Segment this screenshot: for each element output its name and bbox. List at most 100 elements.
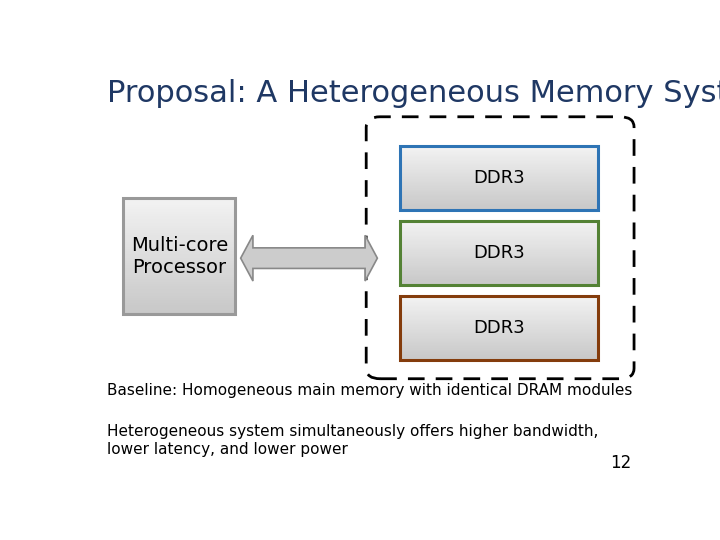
- Bar: [400, 176, 598, 177]
- Bar: [400, 163, 598, 164]
- Bar: [400, 261, 598, 262]
- Bar: [124, 252, 235, 254]
- Bar: [124, 254, 235, 256]
- Bar: [400, 186, 598, 187]
- Bar: [400, 174, 598, 176]
- Bar: [400, 278, 598, 279]
- Bar: [400, 257, 598, 258]
- Bar: [400, 316, 598, 318]
- Bar: [124, 202, 235, 205]
- Bar: [124, 217, 235, 219]
- Bar: [124, 256, 235, 259]
- Bar: [400, 303, 598, 305]
- Bar: [400, 276, 598, 278]
- Bar: [124, 302, 235, 305]
- Bar: [124, 309, 235, 312]
- Bar: [400, 190, 598, 191]
- Bar: [124, 221, 235, 224]
- Bar: [400, 232, 598, 234]
- Bar: [400, 310, 598, 311]
- Bar: [400, 333, 598, 334]
- Bar: [400, 177, 598, 178]
- Bar: [400, 249, 598, 251]
- Bar: [400, 274, 598, 275]
- Bar: [400, 171, 598, 172]
- Bar: [124, 284, 235, 286]
- Bar: [400, 300, 598, 301]
- Bar: [124, 235, 235, 238]
- Bar: [400, 355, 598, 356]
- Bar: [400, 308, 598, 310]
- Bar: [400, 312, 598, 314]
- Bar: [124, 228, 235, 231]
- Bar: [124, 198, 235, 314]
- Bar: [400, 244, 598, 245]
- Bar: [400, 246, 598, 248]
- Bar: [400, 206, 598, 208]
- Bar: [400, 280, 598, 281]
- Bar: [124, 207, 235, 210]
- Bar: [400, 295, 598, 297]
- Bar: [124, 231, 235, 233]
- Bar: [400, 255, 598, 257]
- Bar: [124, 298, 235, 300]
- Bar: [400, 275, 598, 276]
- Bar: [400, 258, 598, 259]
- Bar: [400, 352, 598, 354]
- Bar: [400, 319, 598, 320]
- Bar: [124, 268, 235, 270]
- Bar: [400, 165, 598, 166]
- Bar: [400, 315, 598, 316]
- Bar: [400, 259, 598, 261]
- Bar: [400, 201, 598, 202]
- Bar: [400, 264, 598, 265]
- Bar: [400, 248, 598, 249]
- Bar: [124, 289, 235, 291]
- Bar: [124, 233, 235, 235]
- Text: DDR3: DDR3: [473, 319, 525, 337]
- Bar: [400, 265, 598, 266]
- Bar: [400, 279, 598, 280]
- Bar: [124, 272, 235, 275]
- Bar: [400, 340, 598, 341]
- Bar: [400, 169, 598, 171]
- Bar: [400, 253, 598, 254]
- Bar: [400, 240, 598, 241]
- Bar: [400, 168, 598, 169]
- Bar: [400, 356, 598, 357]
- Bar: [400, 227, 598, 228]
- Bar: [400, 268, 598, 269]
- Bar: [400, 301, 598, 302]
- Bar: [400, 350, 598, 351]
- Bar: [400, 209, 598, 210]
- Bar: [400, 146, 598, 147]
- Polygon shape: [240, 235, 377, 281]
- Bar: [400, 341, 598, 342]
- Text: 12: 12: [610, 454, 631, 472]
- Bar: [400, 272, 598, 274]
- Bar: [124, 212, 235, 214]
- Bar: [400, 337, 598, 338]
- Bar: [400, 282, 598, 284]
- Bar: [400, 185, 598, 186]
- Text: DDR3: DDR3: [473, 244, 525, 262]
- Bar: [400, 271, 598, 272]
- Bar: [400, 238, 598, 239]
- Bar: [400, 182, 598, 183]
- Bar: [400, 172, 598, 173]
- Bar: [124, 312, 235, 314]
- Bar: [400, 150, 598, 151]
- Bar: [400, 346, 598, 347]
- Bar: [400, 164, 598, 165]
- Bar: [400, 226, 598, 227]
- Bar: [124, 226, 235, 228]
- Bar: [400, 295, 598, 360]
- Bar: [124, 245, 235, 247]
- Bar: [400, 325, 598, 327]
- Bar: [124, 259, 235, 261]
- Bar: [400, 297, 598, 298]
- Bar: [400, 192, 598, 193]
- Bar: [400, 221, 598, 222]
- Bar: [400, 314, 598, 315]
- Bar: [400, 205, 598, 206]
